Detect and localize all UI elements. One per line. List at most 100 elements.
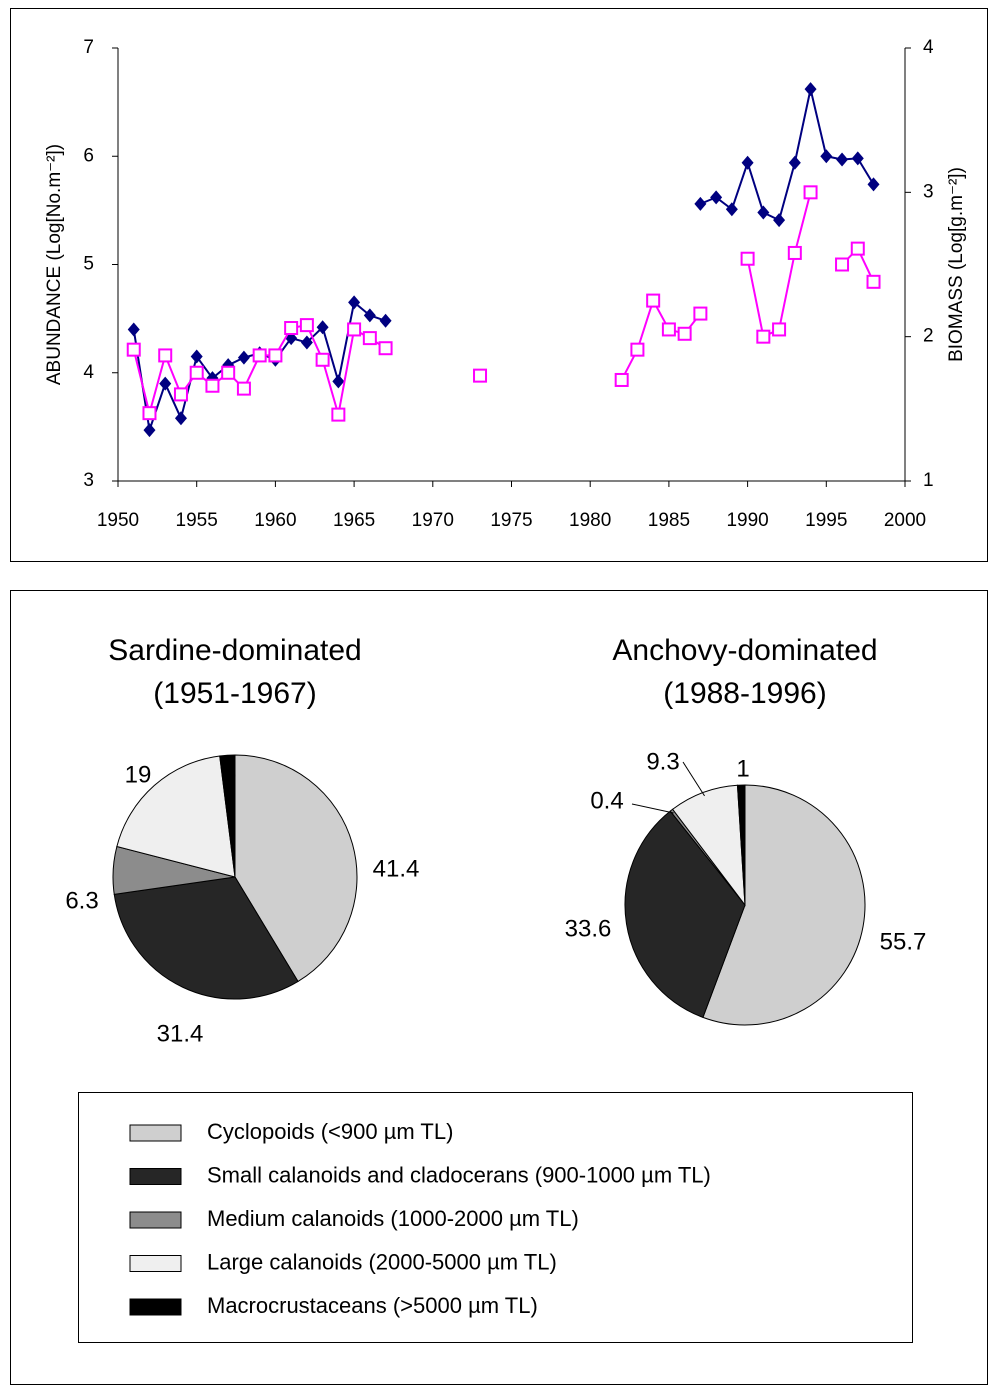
square-marker [378, 341, 393, 356]
y-tick-label: 7 [83, 37, 94, 58]
square-marker [693, 306, 708, 321]
diamond-marker [237, 350, 250, 365]
x-tick-label: 1965 [333, 510, 375, 531]
square-marker [268, 348, 283, 363]
data-label: 31.4 [157, 1020, 204, 1047]
y2-tick-label: 1 [923, 470, 934, 491]
square-marker [205, 378, 220, 393]
square-marker [756, 329, 771, 344]
x-tick-label: 1995 [805, 510, 847, 531]
diamond-marker [190, 349, 203, 364]
diamond-marker [127, 322, 140, 337]
square-marker [740, 251, 755, 266]
x-tick-label: 1975 [490, 510, 532, 531]
legend-label: Macrocrustaceans (>5000 µm TL) [207, 1293, 538, 1318]
square-marker [347, 322, 362, 337]
square-marker [284, 321, 299, 336]
square-marker [614, 372, 629, 387]
data-label: 9.3 [646, 748, 679, 775]
diamond-marker [804, 82, 817, 97]
square-marker [803, 185, 818, 200]
leader-line [631, 803, 674, 814]
pie-slice [624, 810, 746, 1019]
legend-label: Large calanoids (2000-5000 µm TL) [207, 1249, 557, 1274]
legend-label: Medium calanoids (1000-2000 µm TL) [207, 1206, 579, 1231]
diamond-marker [820, 149, 833, 164]
x-tick-label: 1960 [254, 510, 296, 531]
diamond-marker [348, 295, 361, 310]
pie-slice [736, 784, 746, 906]
diamond-marker [332, 374, 345, 389]
square-marker [772, 322, 787, 337]
pie-slice [116, 755, 236, 878]
series-line [132, 192, 875, 418]
y-tick-label: 3 [83, 470, 94, 491]
pie-title: (1988-1996) [663, 677, 826, 710]
diamond-marker [867, 177, 880, 192]
pie-title: Anchovy-dominated [612, 634, 877, 667]
top-panel-frame [10, 8, 988, 562]
x-tick-label: 1990 [726, 510, 768, 531]
y2-axis-title: BIOMASS (Log[g.m⁻²]) [946, 167, 967, 362]
diamond-marker [851, 151, 864, 166]
square-marker [173, 387, 188, 402]
y2-tick-label: 2 [923, 326, 934, 347]
x-tick-label: 1950 [97, 510, 139, 531]
legend-label: Cyclopoids (<900 µm TL) [207, 1119, 453, 1144]
diamond-marker [836, 152, 849, 167]
x-tick-label: 1970 [412, 510, 454, 531]
pie-title: (1951-1967) [153, 677, 316, 710]
data-label: 0.4 [590, 787, 623, 814]
square-marker [158, 348, 173, 363]
leader-line [682, 761, 705, 797]
square-marker [126, 342, 141, 357]
square-marker [236, 381, 251, 396]
square-marker [331, 407, 346, 422]
series-line [132, 88, 875, 431]
square-marker [850, 241, 865, 256]
data-label: 41.4 [373, 855, 420, 882]
legend-swatch [129, 1168, 182, 1185]
diamond-marker [773, 213, 786, 228]
pie-slice [234, 754, 358, 983]
diamond-marker [741, 155, 754, 170]
square-marker [473, 368, 488, 383]
legend-swatch [129, 1124, 182, 1142]
diamond-marker [710, 190, 723, 205]
diamond-marker [788, 155, 801, 170]
diamond-marker [694, 196, 707, 211]
square-marker [661, 322, 676, 337]
square-marker [630, 342, 645, 357]
y-tick-label: 4 [83, 362, 94, 383]
legend-swatch [129, 1298, 182, 1316]
diamond-marker [363, 308, 376, 323]
square-marker [646, 293, 661, 308]
square-marker [835, 257, 850, 272]
square-marker [221, 365, 236, 380]
square-marker [142, 406, 157, 421]
square-marker [252, 348, 267, 363]
x-tick-label: 1955 [176, 510, 218, 531]
pie-slice [702, 784, 866, 1026]
legend-swatch [129, 1255, 182, 1272]
data-label: 6.3 [65, 887, 98, 914]
data-label: 1 [736, 755, 749, 782]
square-marker [189, 365, 204, 380]
square-marker [362, 331, 377, 346]
data-label: 55.7 [880, 928, 927, 955]
pie-slice [113, 876, 299, 1000]
square-marker [299, 318, 314, 333]
y2-tick-label: 4 [923, 37, 934, 58]
diamond-marker [379, 313, 392, 328]
diamond-marker [757, 205, 770, 220]
square-marker [866, 274, 881, 289]
legend-swatch [129, 1211, 182, 1229]
diamond-marker [143, 423, 156, 438]
x-tick-label: 1985 [648, 510, 690, 531]
diamond-marker [159, 376, 172, 391]
x-tick-label: 2000 [884, 510, 926, 531]
data-label: 19 [125, 761, 152, 788]
y-axis-title: ABUNDANCE (Log[No.m⁻²]) [44, 144, 65, 385]
square-marker [677, 326, 692, 341]
